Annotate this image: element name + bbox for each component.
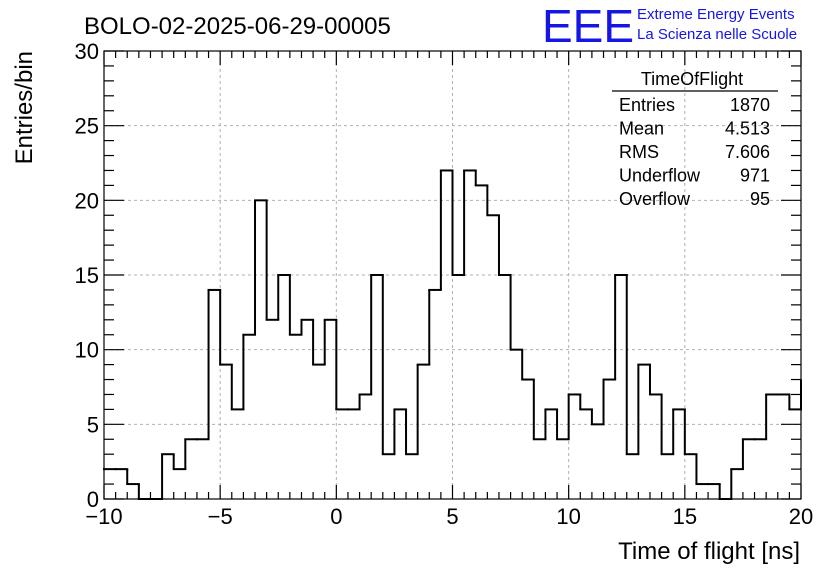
y-tick-label: 10 — [75, 338, 99, 363]
x-tick-label: 20 — [789, 504, 813, 529]
y-tick-label: 5 — [87, 412, 99, 437]
stats-value: 7.606 — [725, 142, 770, 162]
y-tick-label: 20 — [75, 188, 99, 213]
y-axis-label: Entries/bin — [11, 51, 38, 164]
y-tick-label: 30 — [75, 39, 99, 64]
stats-rows: Entries 1870 Mean 4.513 RMS 7.606 Underflow 971… — [619, 95, 770, 209]
y-tick-label: 25 — [75, 114, 99, 139]
run-title: BOLO-02-2025-06-29-00005 — [84, 13, 391, 40]
eee-logo: EEE — [542, 0, 634, 52]
stats-label: Underflow — [619, 166, 701, 186]
x-axis-label: Time of flight [ns] — [618, 538, 800, 565]
stats-value: 95 — [750, 189, 770, 209]
stats-label: Overflow — [619, 189, 691, 209]
stats-value: 1870 — [730, 95, 770, 115]
stats-label: RMS — [619, 142, 659, 162]
stats-value: 4.513 — [725, 119, 770, 139]
x-tick-label: 10 — [556, 504, 580, 529]
axis-ticks — [103, 50, 802, 500]
stats-title: TimeOfFlight — [641, 69, 743, 89]
x-tick-label: −5 — [208, 504, 233, 529]
stats-label: Mean — [619, 119, 664, 139]
stats-value: 971 — [740, 166, 770, 186]
stats-label: Entries — [619, 95, 675, 115]
x-tick-label: −10 — [85, 504, 122, 529]
axis-tick-labels: −10 −5 0 5 10 15 20 0 5 10 15 20 25 30 — [75, 39, 814, 529]
y-tick-label: 15 — [75, 263, 99, 288]
logo-line-2: La Scienza nelle Scuole — [637, 26, 797, 43]
x-tick-label: 0 — [330, 504, 342, 529]
x-tick-label: 15 — [673, 504, 697, 529]
y-tick-label: 0 — [87, 487, 99, 512]
x-tick-label: 5 — [446, 504, 458, 529]
logo-line-1: Extreme Energy Events — [637, 6, 795, 23]
stats-box: TimeOfFlight Entries 1870 Mean 4.513 RMS 7.60… — [612, 69, 778, 209]
